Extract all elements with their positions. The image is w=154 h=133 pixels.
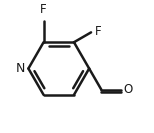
Text: O: O (124, 83, 133, 96)
Text: F: F (40, 3, 47, 16)
Text: F: F (95, 25, 101, 38)
Text: N: N (16, 62, 25, 75)
